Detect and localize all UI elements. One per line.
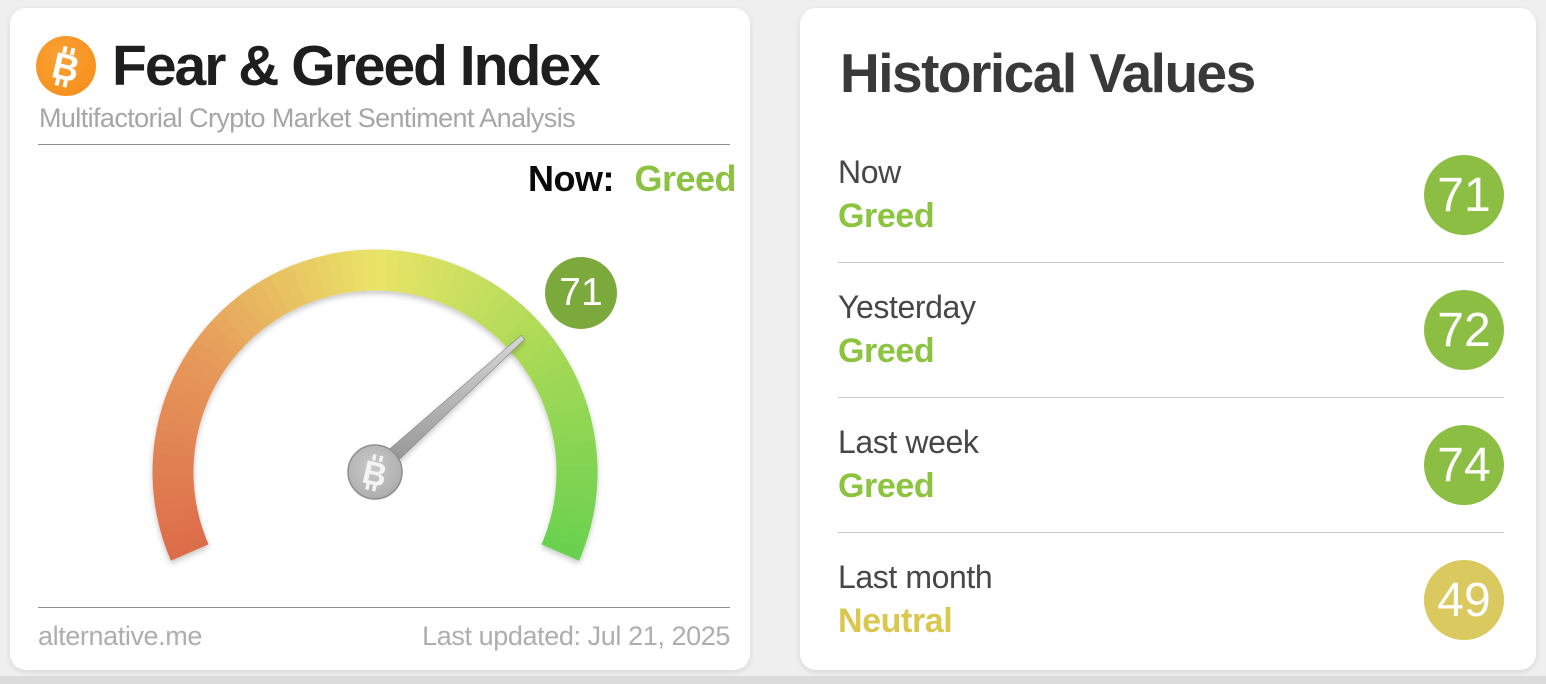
row-period-label: Last month [838, 559, 993, 595]
historical-rows: Now Greed 71 Yesterday Greed 72 Last wee… [838, 128, 1504, 667]
gauge: B 71 [10, 199, 750, 579]
historical-values-card: Historical Values Now Greed 71 Yesterday… [800, 8, 1536, 670]
row-period-label: Last week [838, 424, 979, 460]
row-classification: Neutral [838, 602, 953, 640]
row-period-label: Now [838, 154, 901, 190]
gauge-arc [152, 249, 598, 561]
historical-title: Historical Values [840, 42, 1256, 104]
fear-greed-header: B Fear & Greed Index [36, 36, 722, 96]
historical-row: Now Greed 71 [838, 128, 1504, 263]
row-score-badge: 71 [1424, 155, 1504, 235]
now-sentiment: Greed [634, 158, 736, 199]
now-label: Now: [527, 158, 614, 199]
gauge-value-badge: 71 [545, 257, 617, 329]
row-classification: Greed [838, 332, 935, 370]
row-score-badge: 72 [1424, 290, 1504, 370]
source-link[interactable]: alternative.me [38, 621, 202, 651]
page-bottom-strip [0, 676, 1546, 684]
header-divider [38, 144, 730, 145]
row-score-badge: 49 [1424, 560, 1504, 640]
row-classification: Greed [838, 197, 935, 235]
card-footer: alternative.me Last updated: Jul 21, 202… [38, 607, 730, 652]
row-classification: Greed [838, 467, 935, 505]
last-updated: Last updated: Jul 21, 2025 [422, 621, 730, 651]
card-subtitle: Multifactorial Crypto Market Sentiment A… [39, 103, 576, 133]
historical-row: Yesterday Greed 72 [838, 263, 1504, 398]
historical-row: Last week Greed 74 [838, 398, 1504, 533]
gauge-svg: B [152, 249, 598, 561]
bitcoin-logo-icon: B [36, 36, 96, 96]
gauge-hub: B [347, 444, 403, 500]
card-title: Fear & Greed Index [112, 34, 601, 98]
row-period-label: Yesterday [838, 289, 976, 325]
current-sentiment-line: Now: Greed [10, 158, 737, 199]
historical-row: Last month Neutral 49 [838, 533, 1504, 667]
row-score-badge: 74 [1424, 425, 1504, 505]
fear-greed-card: B Fear & Greed Index Multifactorial Cryp… [10, 8, 750, 670]
